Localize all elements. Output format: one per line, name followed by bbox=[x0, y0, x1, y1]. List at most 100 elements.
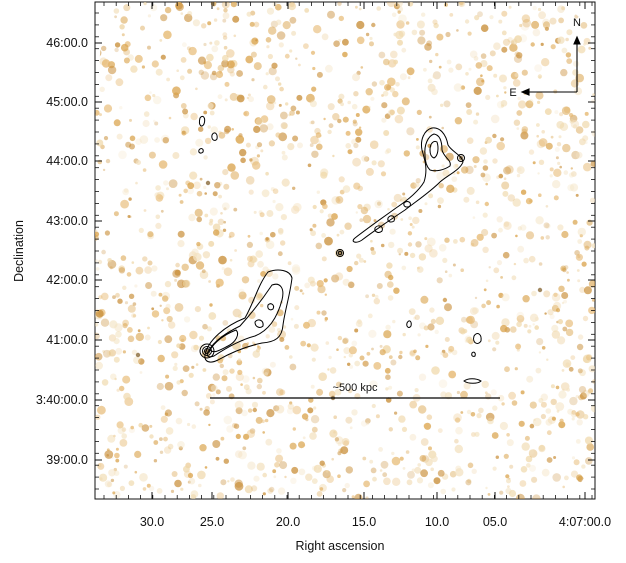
emission-speckle bbox=[435, 316, 445, 325]
emission-speckle bbox=[416, 266, 424, 273]
emission-speckle bbox=[509, 43, 518, 52]
emission-speckle bbox=[149, 424, 153, 428]
emission-speckle bbox=[456, 171, 460, 175]
emission-speckle bbox=[416, 109, 422, 115]
emission-speckle bbox=[256, 383, 262, 390]
lower-left-lobe-inner-blob-2 bbox=[267, 303, 274, 311]
y-tick-label: 46:00.0 bbox=[46, 36, 88, 50]
emission-speckle bbox=[234, 450, 243, 459]
emission-speckle bbox=[491, 331, 500, 340]
emission-speckle bbox=[183, 316, 191, 323]
emission-speckle bbox=[370, 467, 377, 474]
emission-speckle bbox=[460, 328, 466, 335]
emission-speckle bbox=[155, 194, 164, 202]
emission-speckle bbox=[372, 476, 377, 482]
emission-speckle bbox=[379, 344, 383, 348]
emission-speckle bbox=[501, 10, 508, 17]
emission-speckle bbox=[541, 58, 550, 67]
small-contour-right-4 bbox=[471, 351, 476, 357]
emission-speckle bbox=[388, 385, 393, 390]
emission-speckle bbox=[416, 20, 425, 29]
emission-speckle bbox=[523, 323, 528, 328]
emission-speckle bbox=[443, 100, 451, 108]
emission-speckle bbox=[165, 374, 170, 379]
emission-speckle bbox=[307, 407, 314, 414]
emission-speckle bbox=[534, 64, 542, 72]
emission-speckle bbox=[470, 239, 479, 247]
emission-speckle bbox=[280, 111, 288, 120]
emission-speckle bbox=[134, 450, 142, 458]
emission-speckle bbox=[334, 437, 340, 442]
emission-speckle bbox=[485, 486, 488, 490]
emission-speckle bbox=[342, 51, 348, 58]
emission-speckle bbox=[121, 433, 127, 439]
emission-speckle bbox=[570, 355, 576, 360]
emission-speckle bbox=[365, 418, 371, 424]
emission-speckle bbox=[316, 190, 320, 194]
emission-speckle bbox=[174, 278, 178, 282]
emission-speckle bbox=[516, 110, 523, 116]
emission-speckle bbox=[115, 331, 122, 338]
emission-speckle bbox=[520, 224, 527, 231]
emission-speckle bbox=[457, 2, 465, 7]
emission-speckle bbox=[550, 44, 556, 50]
emission-speckle bbox=[524, 435, 530, 441]
emission-speckle bbox=[401, 426, 408, 432]
emission-speckle bbox=[256, 462, 265, 471]
emission-speckle bbox=[531, 476, 538, 483]
emission-speckle bbox=[541, 346, 546, 350]
emission-speckle bbox=[187, 68, 193, 74]
emission-speckle bbox=[489, 15, 494, 20]
emission-speckle bbox=[483, 159, 488, 164]
emission-speckle bbox=[395, 82, 400, 87]
emission-speckle bbox=[142, 256, 148, 262]
emission-speckle bbox=[138, 358, 145, 365]
emission-speckle bbox=[561, 6, 566, 11]
emission-speckle bbox=[583, 43, 586, 46]
emission-speckle bbox=[467, 462, 474, 469]
emission-speckle bbox=[234, 481, 244, 491]
emission-speckle bbox=[168, 179, 178, 189]
emission-speckle bbox=[484, 391, 488, 395]
emission-speckle bbox=[452, 263, 456, 267]
emission-speckle bbox=[143, 2, 147, 6]
emission-speckle bbox=[322, 203, 328, 210]
emission-speckle bbox=[363, 260, 367, 263]
emission-speckle bbox=[183, 465, 190, 473]
emission-speckle bbox=[554, 110, 559, 115]
emission-speckle bbox=[115, 458, 120, 463]
emission-speckle bbox=[572, 219, 578, 225]
emission-speckle bbox=[163, 307, 171, 315]
emission-speckle bbox=[122, 350, 126, 354]
emission-speckle bbox=[427, 323, 435, 331]
emission-speckle bbox=[289, 110, 295, 116]
emission-speckle bbox=[392, 90, 399, 98]
emission-speckle bbox=[437, 428, 443, 433]
emission-speckle bbox=[116, 388, 120, 392]
emission-speckle bbox=[187, 187, 194, 195]
emission-speckle bbox=[338, 176, 345, 183]
emission-speckle bbox=[135, 181, 138, 185]
emission-speckle bbox=[208, 423, 211, 427]
emission-speckle bbox=[237, 314, 242, 318]
emission-speckle bbox=[265, 171, 269, 176]
emission-speckle bbox=[281, 178, 290, 187]
emission-speckle bbox=[553, 195, 559, 201]
emission-speckle bbox=[160, 54, 166, 60]
emission-speckle bbox=[179, 200, 184, 204]
emission-speckle bbox=[493, 267, 500, 274]
emission-speckle bbox=[130, 425, 134, 430]
emission-speckle bbox=[331, 457, 335, 461]
emission-speckle bbox=[571, 456, 576, 460]
emission-speckle bbox=[166, 77, 171, 82]
emission-speckle bbox=[244, 485, 253, 494]
emission-speckle bbox=[121, 33, 125, 37]
emission-speckle bbox=[453, 83, 463, 92]
emission-speckle bbox=[347, 100, 352, 105]
emission-speckle bbox=[418, 253, 427, 261]
emission-speckle bbox=[398, 415, 406, 423]
emission-speckle bbox=[453, 239, 458, 244]
emission-speckle bbox=[485, 136, 492, 144]
emission-speckle bbox=[335, 272, 344, 281]
emission-speckle bbox=[114, 15, 117, 19]
